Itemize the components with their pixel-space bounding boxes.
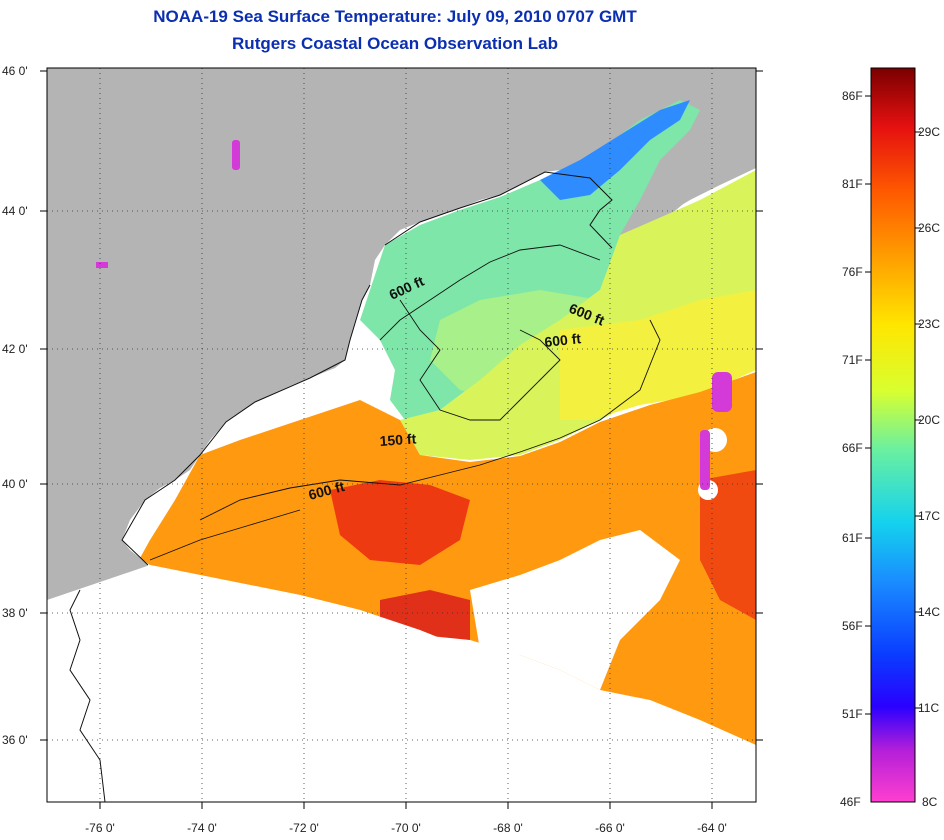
colorbar-f-label: 46F bbox=[840, 795, 861, 809]
lon-label: -72 0' bbox=[289, 821, 319, 835]
colorbar-f-label: 61F bbox=[842, 531, 863, 545]
lat-label: 42 0' bbox=[2, 342, 28, 356]
colorbar-c-label: 20C bbox=[918, 413, 940, 427]
coastline bbox=[69, 171, 613, 802]
lon-label: -74 0' bbox=[187, 821, 217, 835]
graticule bbox=[47, 68, 756, 802]
cold-flecks bbox=[96, 140, 732, 490]
bay-of-fundy-water bbox=[540, 100, 690, 200]
colorbar-c-label: 26C bbox=[918, 221, 940, 235]
colorbar-f-label: 66F bbox=[842, 441, 863, 455]
gulf-stream-red bbox=[700, 470, 756, 620]
colorbar-f-label: 86F bbox=[842, 89, 863, 103]
lat-label: 40 0' bbox=[2, 477, 28, 491]
colorbar-ticks bbox=[865, 95, 921, 715]
shelf-water-yellow bbox=[560, 290, 756, 420]
colorbar-gradient bbox=[870, 67, 916, 803]
lat-label: 46 0' bbox=[2, 64, 28, 78]
bathymetry-contours bbox=[149, 244, 661, 561]
colorbar-f-label: 51F bbox=[842, 707, 863, 721]
lon-label: -68 0' bbox=[493, 821, 523, 835]
lon-label: -64 0' bbox=[697, 821, 727, 835]
longitude-labels: -76 0' -74 0' -72 0' -70 0' -68 0' -66 0… bbox=[85, 821, 727, 835]
colorbar-c-label: 29C bbox=[918, 125, 940, 139]
tick-marks bbox=[40, 70, 763, 809]
warm-core-red bbox=[330, 480, 470, 565]
colorbar-f-label: 56F bbox=[842, 619, 863, 633]
colorbar-c-label: 23C bbox=[918, 317, 940, 331]
colorbar-f-label: 71F bbox=[842, 353, 863, 367]
map-frame bbox=[46, 67, 757, 803]
lat-label: 44 0' bbox=[2, 204, 28, 218]
temperature-colorbar: 86F 81F 76F 71F 66F 61F 56F 51F 46F 29C … bbox=[840, 67, 940, 809]
colorbar-f-label: 81F bbox=[842, 177, 863, 191]
celsius-labels: 29C 26C 23C 20C 17C 14C 11C 8C bbox=[918, 125, 940, 809]
map-area bbox=[47, 68, 756, 802]
colorbar-c-label: 8C bbox=[922, 795, 938, 809]
lon-label: -66 0' bbox=[595, 821, 625, 835]
lon-label: -70 0' bbox=[391, 821, 421, 835]
colorbar-c-label: 17C bbox=[918, 509, 940, 523]
map-subtitle: Rutgers Coastal Ocean Observation Lab bbox=[232, 34, 558, 53]
lat-label: 38 0' bbox=[2, 606, 28, 620]
lon-label: -76 0' bbox=[85, 821, 115, 835]
fahrenheit-labels: 86F 81F 76F 71F 66F 61F 56F 51F 46F bbox=[840, 89, 863, 809]
colorbar-c-label: 14C bbox=[918, 605, 940, 619]
colorbar-c-label: 11C bbox=[918, 701, 939, 715]
contour-label: 600 ft bbox=[544, 330, 582, 350]
map-title: NOAA-19 Sea Surface Temperature: July 09… bbox=[153, 7, 637, 26]
latitude-labels: 46 0' 44 0' 42 0' 40 0' 38 0' 36 0' bbox=[2, 64, 28, 747]
lat-label: 36 0' bbox=[2, 733, 28, 747]
colorbar-f-label: 76F bbox=[842, 265, 863, 279]
contour-label: 150 ft bbox=[379, 430, 417, 449]
